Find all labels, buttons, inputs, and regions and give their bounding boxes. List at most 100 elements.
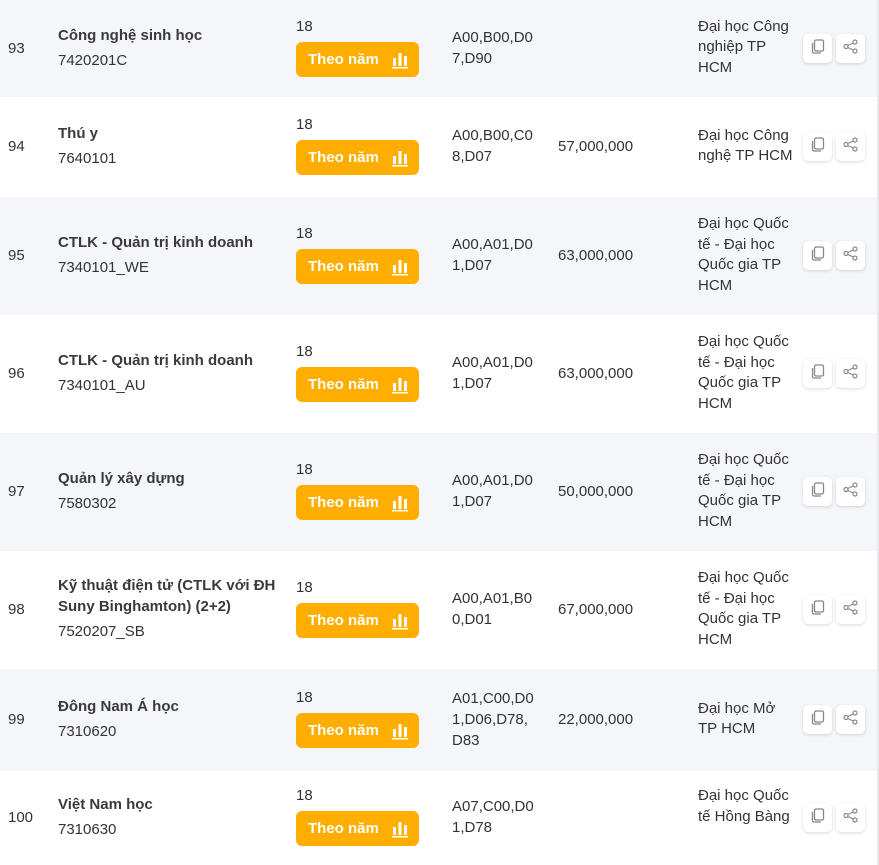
by-year-button[interactable]: Theo năm: [296, 603, 419, 638]
table-row: 98 Kỹ thuật điện tử (CTLK với ĐH Suny Bi…: [0, 551, 877, 669]
bar-chart-icon: [392, 151, 408, 167]
by-year-label: Theo năm: [308, 50, 379, 68]
university-name: Đại học Quốc tế Hồng Bàng: [698, 787, 790, 825]
share-icon: [843, 482, 858, 501]
by-year-button[interactable]: Theo năm: [296, 811, 419, 846]
subject-combinations: A00,B00,D07,D90: [452, 28, 533, 67]
major-name: Quản lý xây dựng: [58, 470, 185, 487]
university-name: Đại học Công nghiệp TP HCM: [698, 17, 789, 76]
major-code: 7340101_WE: [58, 259, 149, 276]
share-button[interactable]: [836, 803, 865, 832]
share-button[interactable]: [836, 359, 865, 388]
by-year-label: Theo năm: [308, 258, 379, 275]
copy-button[interactable]: [803, 241, 832, 270]
copy-icon: [811, 137, 825, 156]
major-name: Thú y: [58, 125, 98, 142]
major-name: CTLK - Quản trị kinh doanh: [58, 234, 253, 251]
share-button[interactable]: [836, 241, 865, 270]
copy-button[interactable]: [803, 705, 832, 734]
major-code: 7640101: [58, 150, 117, 167]
score: 18: [296, 461, 313, 478]
row-number: 100: [8, 809, 34, 826]
copy-button[interactable]: [803, 477, 832, 506]
table-row: 95 CTLK - Quản trị kinh doanh 7340101_WE…: [0, 197, 877, 315]
bar-chart-icon: [392, 614, 408, 630]
share-button[interactable]: [836, 595, 865, 624]
tuition-fee: 57,000,000: [558, 138, 634, 155]
table-row: 96 CTLK - Quản trị kinh doanh 7340101_AU…: [0, 315, 877, 433]
subject-combinations: A00,B00,C08,D07: [452, 127, 533, 165]
subject-combinations: A00,A01,B00,D01: [452, 590, 533, 628]
row-number: 96: [8, 365, 25, 382]
copy-button[interactable]: [803, 595, 832, 624]
by-year-button[interactable]: Theo năm: [296, 485, 419, 520]
copy-button[interactable]: [803, 803, 832, 832]
by-year-button[interactable]: Theo năm: [296, 41, 419, 77]
share-button[interactable]: [836, 33, 865, 63]
subject-combinations: A00,A01,D01,D07: [452, 472, 533, 510]
table-row: 93 Công nghệ sinh học 7420201C 18 Theo n…: [0, 0, 877, 97]
major-code: 7580302: [58, 495, 117, 512]
row-number: 94: [8, 138, 25, 155]
subject-combinations: A00,A01,D01,D07: [452, 354, 533, 392]
share-button[interactable]: [836, 477, 865, 506]
row-number: 98: [8, 601, 25, 618]
university-name: Đại học Quốc tế - Đại học Quốc gia TP HC…: [698, 215, 789, 294]
major-code: 7310620: [58, 723, 117, 740]
university-name: Đại học Quốc tế - Đại học Quốc gia TP HC…: [698, 451, 789, 530]
row-number: 99: [8, 711, 25, 728]
major-code: 7420201C: [58, 51, 128, 69]
subject-combinations: A07,C00,D01,D78: [452, 798, 534, 836]
by-year-button[interactable]: Theo năm: [296, 140, 419, 175]
copy-icon: [811, 364, 825, 383]
share-icon: [843, 808, 858, 827]
scrollbar[interactable]: [877, 0, 879, 865]
table-row: 97 Quản lý xây dựng 7580302 18 Theo năm …: [0, 433, 877, 551]
tuition-fee: 63,000,000: [558, 365, 634, 382]
bar-chart-icon: [392, 378, 408, 394]
copy-button[interactable]: [803, 33, 832, 63]
by-year-label: Theo năm: [308, 149, 379, 166]
by-year-button[interactable]: Theo năm: [296, 367, 419, 402]
share-button[interactable]: [836, 132, 865, 161]
share-icon: [843, 137, 858, 156]
major-name: Việt Nam học: [58, 796, 153, 813]
major-name: Kỹ thuật điện tử (CTLK với ĐH Suny Bingh…: [58, 577, 276, 615]
copy-icon: [811, 600, 825, 619]
by-year-label: Theo năm: [308, 376, 379, 393]
by-year-label: Theo năm: [308, 494, 379, 511]
tuition-fee: 22,000,000: [558, 711, 634, 728]
major-name: CTLK - Quản trị kinh doanh: [58, 352, 253, 369]
copy-button[interactable]: [803, 359, 832, 388]
share-button[interactable]: [836, 705, 865, 734]
bar-chart-icon: [392, 260, 408, 276]
copy-icon: [811, 246, 825, 265]
share-icon: [843, 600, 858, 619]
major-name: Đông Nam Á học: [58, 698, 179, 715]
share-icon: [843, 710, 858, 729]
score: 18: [296, 17, 313, 35]
university-name: Đại học Công nghệ TP HCM: [698, 126, 793, 165]
tuition-fee: 50,000,000: [558, 483, 634, 500]
university-name: Đại học Quốc tế - Đại học Quốc gia TP HC…: [698, 569, 789, 648]
score: 18: [296, 787, 313, 804]
row-number: 93: [8, 39, 25, 57]
score: 18: [296, 689, 313, 706]
by-year-label: Theo năm: [308, 612, 379, 629]
major-code: 7340101_AU: [58, 377, 146, 394]
by-year-button[interactable]: Theo năm: [296, 249, 419, 284]
bar-chart-icon: [392, 724, 408, 740]
row-number: 95: [8, 247, 25, 264]
table-row: 100 Việt Nam học 7310630 18 Theo năm A07…: [0, 771, 877, 865]
bar-chart-icon: [392, 52, 408, 68]
by-year-button[interactable]: Theo năm: [296, 713, 419, 748]
copy-button[interactable]: [803, 132, 832, 161]
table-row: 94 Thú y 7640101 18 Theo năm A00,B00,C08…: [0, 97, 877, 197]
copy-icon: [811, 808, 825, 827]
table-row: 99 Đông Nam Á học 7310620 18 Theo năm A0…: [0, 669, 877, 771]
share-icon: [843, 38, 858, 58]
subject-combinations: A00,A01,D01,D07: [452, 236, 533, 274]
score: 18: [296, 116, 313, 133]
row-number: 97: [8, 483, 25, 500]
